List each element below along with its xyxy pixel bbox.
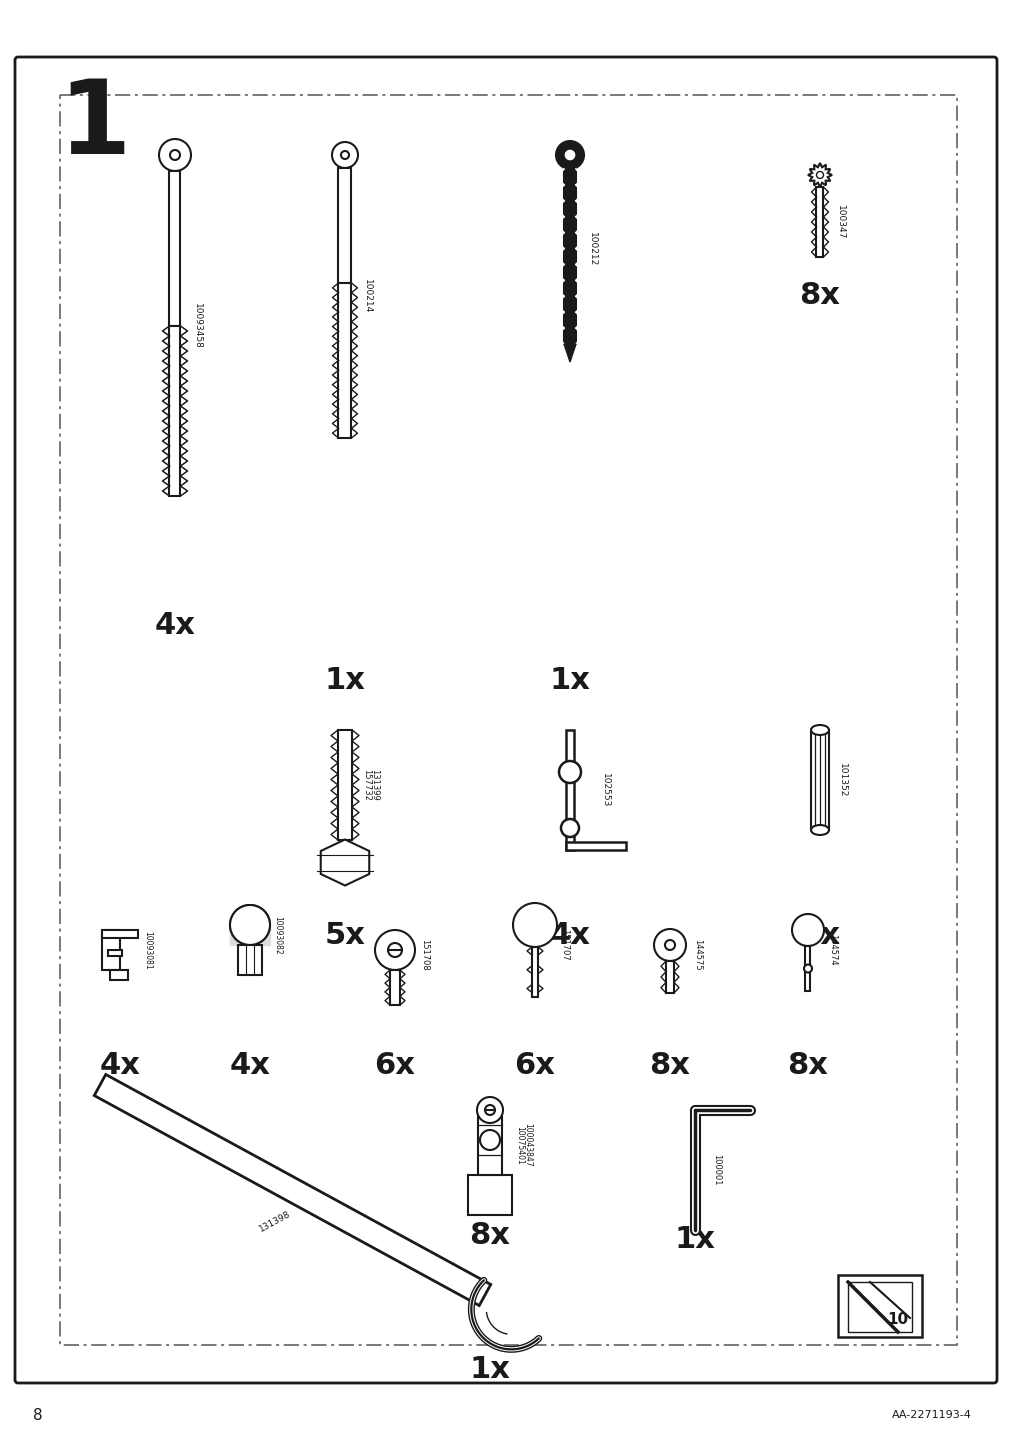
Bar [60,95,956,1345]
Text: 4x: 4x [229,1051,270,1080]
Circle shape [170,150,180,160]
Text: 131398: 131398 [258,1210,292,1234]
Text: 100001: 100001 [712,1154,721,1186]
Circle shape [653,929,685,961]
Circle shape [484,1106,494,1116]
Bar [110,969,127,979]
Bar [338,284,351,438]
Bar [169,170,180,326]
Bar [389,969,399,1005]
Polygon shape [807,163,831,188]
Circle shape [479,1130,499,1150]
FancyBboxPatch shape [15,57,996,1383]
Bar [565,730,573,851]
Bar [169,326,180,495]
Circle shape [387,944,401,957]
Polygon shape [94,1074,490,1306]
Bar [108,949,122,957]
Text: 4x: 4x [155,610,195,640]
Text: 1x: 1x [325,666,365,695]
Bar [338,168,351,284]
Bar [338,730,352,841]
Text: AA-2271193-4: AA-2271193-4 [892,1411,971,1421]
Bar [467,1176,512,1214]
Text: 8x: 8x [649,1051,690,1080]
Text: 100214: 100214 [362,279,371,314]
Text: 8x: 8x [469,1220,510,1250]
Text: 8: 8 [33,1408,42,1422]
Bar [532,947,538,997]
Circle shape [560,819,578,836]
Text: 102553: 102553 [600,773,609,808]
Circle shape [558,760,580,783]
Text: 144575: 144575 [693,939,702,971]
Text: 1: 1 [59,74,131,176]
Circle shape [476,1097,502,1123]
Text: 10093458: 10093458 [192,302,201,348]
Ellipse shape [810,725,828,735]
Bar [837,1274,921,1337]
Circle shape [792,914,823,947]
Text: 144574: 144574 [828,934,837,965]
Circle shape [803,965,811,972]
Circle shape [332,142,358,168]
Text: 131399: 131399 [370,769,379,800]
Text: 4x: 4x [549,921,589,949]
Text: 10093081: 10093081 [144,931,153,969]
Text: 1x: 1x [549,666,589,695]
Circle shape [565,150,574,159]
Polygon shape [320,839,369,885]
Circle shape [229,905,270,945]
Polygon shape [563,344,575,362]
Circle shape [555,140,583,169]
Bar [816,188,823,256]
Bar [847,1282,911,1332]
Text: 10093082: 10093082 [273,915,282,954]
Text: 10075401: 10075401 [515,1126,524,1164]
Text: 6x: 6x [374,1051,416,1080]
Text: 1x: 1x [469,1356,510,1385]
Text: 151708: 151708 [421,939,429,971]
Text: 5x: 5x [325,921,365,949]
Bar [477,1110,501,1176]
Text: 100212: 100212 [587,232,595,266]
Text: 1x: 1x [674,1226,715,1254]
Circle shape [816,172,823,179]
Bar [102,929,120,969]
Bar [238,945,262,975]
Text: 9x: 9x [799,921,840,949]
Circle shape [664,939,674,949]
Bar [805,947,810,991]
Circle shape [513,904,556,947]
Polygon shape [229,925,270,945]
Text: 8x: 8x [787,1051,828,1080]
Bar [665,961,673,992]
Text: 10: 10 [887,1313,908,1327]
Circle shape [341,150,349,159]
Circle shape [229,905,270,945]
Bar [102,929,137,938]
Text: 6x: 6x [514,1051,555,1080]
Bar [810,730,828,831]
Text: 157732: 157732 [362,769,371,800]
Text: 8x: 8x [799,281,839,309]
Bar [565,842,626,851]
Text: 100043847: 100043847 [523,1123,532,1167]
Bar [563,169,575,344]
Text: 101352: 101352 [837,763,845,798]
Ellipse shape [810,825,828,835]
Text: 100347: 100347 [835,205,843,239]
Text: 151707: 151707 [560,929,569,961]
Circle shape [375,929,415,969]
Text: 4x: 4x [99,1051,141,1080]
Circle shape [159,139,191,170]
